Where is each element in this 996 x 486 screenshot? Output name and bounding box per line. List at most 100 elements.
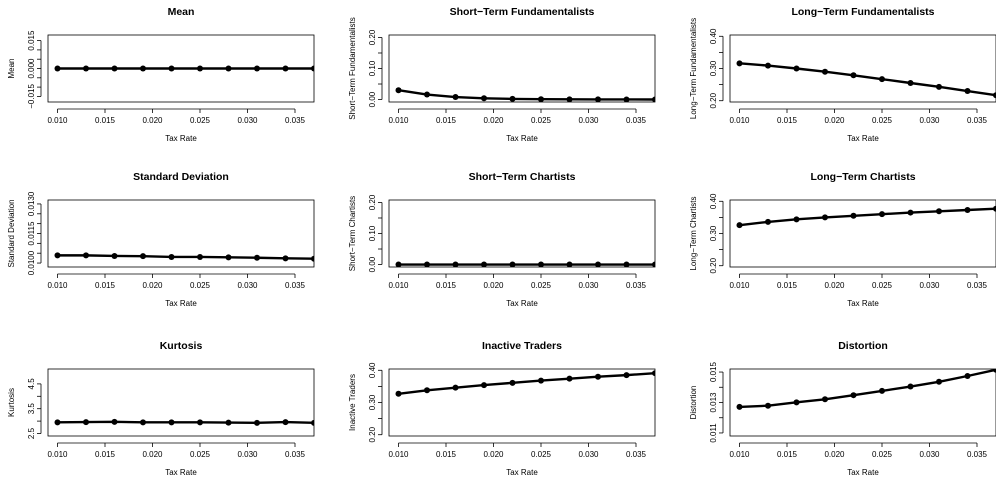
data-point (225, 254, 232, 261)
data-point (595, 373, 601, 380)
data-point (395, 87, 402, 94)
data-point (481, 261, 487, 267)
x-tick-label: 0.015 (777, 450, 798, 459)
data-point (509, 261, 516, 267)
data-point (736, 60, 743, 67)
data-point (140, 65, 146, 72)
x-tick-label: 0.030 (578, 116, 599, 125)
data-point (822, 396, 828, 403)
data-point (452, 261, 459, 267)
data-point (936, 378, 942, 385)
data-point (538, 377, 544, 384)
data-point (54, 252, 61, 259)
x-tick-label: 0.020 (824, 450, 845, 459)
y-axis-label: Kurtosis (7, 388, 16, 417)
series-line (739, 62, 996, 97)
data-point (879, 211, 885, 218)
x-tick-label: 0.010 (388, 116, 409, 125)
data-series (395, 261, 655, 267)
data-point (765, 218, 771, 225)
data-point (481, 95, 487, 102)
y-tick-label: 0.20 (709, 257, 718, 273)
series-line (57, 254, 314, 260)
chart-title: Distortion (838, 340, 888, 352)
data-point (652, 370, 655, 377)
plot-frame (47, 368, 315, 437)
x-tick-label: 0.030 (578, 281, 599, 290)
x-tick-label: 0.035 (967, 450, 988, 459)
x-tick-label: 0.010 (729, 281, 750, 290)
data-point (395, 261, 402, 267)
series-line (57, 420, 314, 425)
data-point (168, 419, 175, 426)
x-tick-label: 0.015 (436, 450, 457, 459)
x-axis-label: Tax Rate (847, 468, 879, 477)
y-tick-label: 3.5 (27, 403, 36, 415)
data-point (879, 387, 885, 394)
series-line (398, 89, 655, 101)
data-point (822, 68, 828, 75)
data-series (54, 418, 314, 426)
x-tick-label: 0.025 (190, 281, 211, 290)
x-axis-label: Tax Rate (165, 134, 197, 143)
y-axis-label: Short−Term Fundamentalists (348, 17, 357, 120)
y-axis-label: Mean (7, 58, 16, 78)
x-tick-label: 0.030 (578, 450, 599, 459)
data-point (566, 96, 573, 102)
data-point (509, 379, 516, 386)
plot-frame (47, 199, 315, 268)
chart-title: Short−Term Fundamentalists (450, 6, 595, 18)
y-axis-label: Short−Term Chartists (348, 196, 357, 271)
data-point (879, 76, 885, 83)
y-tick-label: 0.013 (709, 392, 718, 413)
data-point (111, 65, 118, 72)
data-point (793, 399, 800, 406)
chart-panel-6: Long−Term Chartists 0.010 0.015 0.020 0.025 0… (689, 171, 996, 308)
data-point (225, 419, 232, 426)
chart-panel-8: Inactive Traders 0.010 0.015 0.020 0.025 0.03… (348, 340, 656, 477)
data-point (538, 96, 544, 102)
plot-frame (388, 368, 656, 437)
x-tick-label: 0.025 (531, 116, 552, 125)
data-point (197, 65, 203, 72)
data-point (83, 252, 89, 259)
chart-title: Long−Term Fundamentalists (791, 6, 934, 18)
data-point (282, 419, 289, 426)
x-tick-label: 0.035 (626, 281, 647, 290)
data-point (736, 403, 743, 410)
y-tick-label: 0.30 (709, 60, 718, 76)
data-point (936, 208, 942, 215)
x-tick-label: 0.010 (47, 450, 68, 459)
data-point (993, 92, 996, 99)
y-tick-label: 0.015 (709, 361, 718, 382)
chart-panel-1: Mean 0.010 0.015 0.020 0.025 0.030 0.035 Tax Ra… (7, 6, 315, 143)
x-tick-label: 0.015 (436, 281, 457, 290)
x-tick-label: 0.035 (285, 116, 306, 125)
y-tick-label: 0.0100 (27, 250, 36, 275)
y-tick-label: 4.5 (27, 378, 36, 390)
x-tick-label: 0.020 (142, 450, 163, 459)
data-point (140, 253, 146, 260)
chart-panel-3: Long−Term Fundamentalists 0.010 0.015 0.020… (689, 6, 996, 143)
data-point (168, 253, 175, 260)
plot-frame (388, 34, 656, 103)
data-point (936, 83, 942, 90)
data-point (54, 419, 61, 426)
y-tick-label: 0.011 (709, 423, 718, 443)
data-point (566, 375, 573, 382)
series-line (739, 369, 996, 409)
data-point (993, 205, 996, 212)
x-tick-label: 0.030 (237, 281, 258, 290)
data-point (538, 261, 544, 267)
x-tick-label: 0.010 (729, 116, 750, 125)
y-tick-label: 0.0115 (27, 221, 36, 245)
x-tick-label: 0.025 (872, 116, 893, 125)
x-tick-label: 0.010 (388, 450, 409, 459)
y-axis-label: Standard Deviation (7, 199, 16, 267)
x-tick-label: 0.020 (824, 281, 845, 290)
x-axis-label: Tax Rate (506, 299, 538, 308)
y-tick-label: −0.015 (27, 84, 36, 109)
plot-frame (729, 34, 996, 103)
chart-panel-9: Distortion 0.010 0.015 0.020 0.025 0.030 0.035… (689, 340, 996, 477)
